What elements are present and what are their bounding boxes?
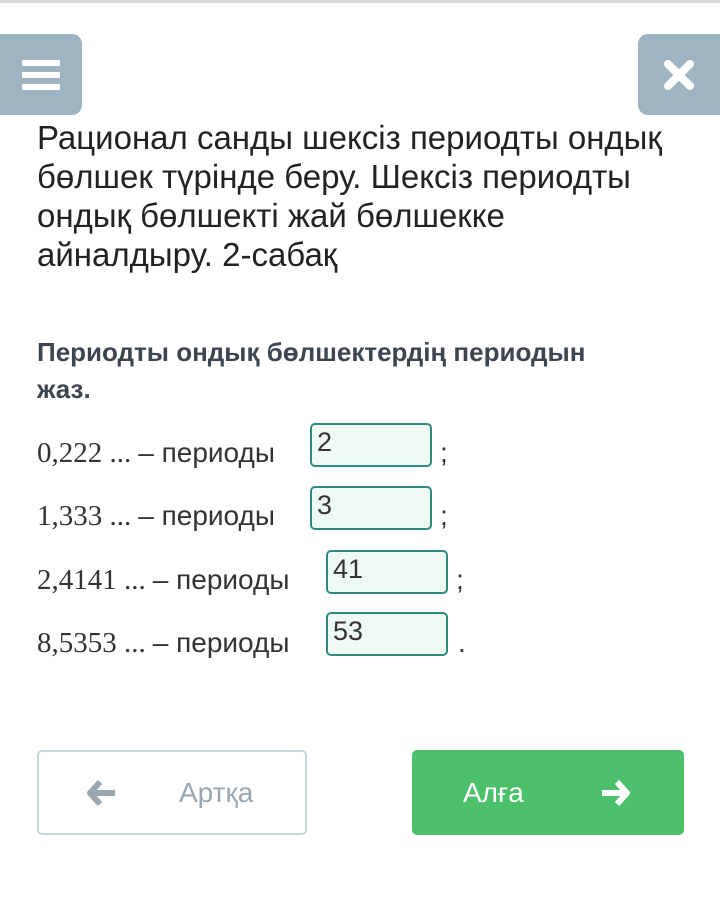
back-button[interactable]: Артқа [37,750,307,835]
question-row: 2,4141 ... – периоды [37,556,289,604]
row-label: – периоды [138,500,275,531]
row-label: – периоды [152,564,290,595]
question-row: 0,222 ... – периоды [37,429,275,477]
hamburger-menu-icon [22,59,60,90]
task-instruction: Периодты ондық бөлшектердің периодын жаз… [37,337,586,404]
close-x-icon [664,59,694,90]
answer-input[interactable]: 3 [310,486,432,530]
lesson-title: Рационал санды шексіз периодты ондық бөл… [37,119,662,273]
arrow-left-icon [87,779,115,806]
question-row: 1,333 ... – периоды [37,492,275,540]
decimal-number: 1,333 ... [37,499,132,532]
menu-button[interactable] [0,34,82,115]
answer-input[interactable]: 2 [310,423,432,467]
decimal-number: 8,5353 ... [37,626,146,659]
next-button[interactable]: Алға [412,750,684,835]
punctuation: ; [440,500,448,531]
decimal-number: 0,222 ... [37,436,132,469]
arrow-right-icon [602,779,630,806]
punctuation: ; [440,437,448,468]
decimal-number: 2,4141 ... [37,563,146,596]
question-row: 8,5353 ... – периоды [37,619,289,667]
answer-input[interactable]: 41 [326,550,448,594]
punctuation: ; [456,564,464,595]
next-label: Алға [463,776,524,808]
close-button[interactable] [638,34,720,115]
back-label: Артқа [179,776,254,808]
answer-input[interactable]: 53 [326,612,448,656]
top-divider [0,0,720,3]
row-label: – периоды [152,627,290,658]
punctuation: . [458,627,466,658]
row-label: – периоды [138,437,275,468]
